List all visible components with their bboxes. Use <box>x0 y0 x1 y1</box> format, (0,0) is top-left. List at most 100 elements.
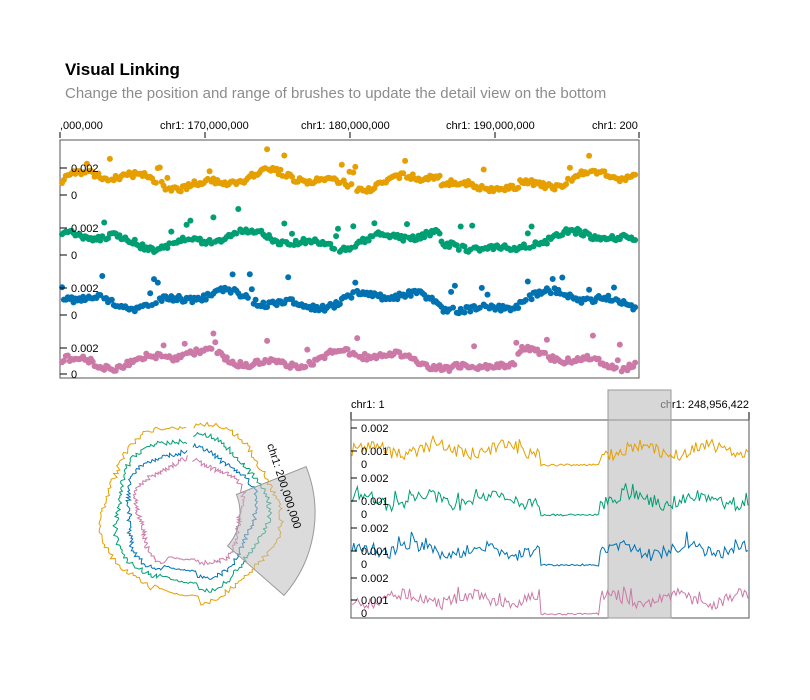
data-point <box>480 166 487 173</box>
data-point <box>348 181 355 188</box>
page-subtitle: Change the position and range of brushes… <box>65 85 607 102</box>
data-point <box>152 300 159 307</box>
data-point <box>400 170 407 177</box>
data-point <box>451 282 458 289</box>
data-point <box>208 345 215 352</box>
linear-y-labels: 0.002 0.001 0 0.002 0.001 0 0.002 0.001 … <box>351 423 389 620</box>
data-point <box>235 206 242 212</box>
data-point <box>589 332 596 339</box>
data-point <box>181 340 188 347</box>
data-point <box>108 296 115 303</box>
linear-overview[interactable]: chr1: 1 chr1: 248,956,422 0.002 0.001 0 … <box>350 389 750 620</box>
data-point <box>461 243 468 250</box>
detail-x-axis: ,000,000 chr1: 170,000,000 chr1: 180,000… <box>59 120 640 138</box>
data-point <box>260 299 267 306</box>
y-tick-label: 0.001 <box>361 446 389 458</box>
data-point <box>187 217 194 224</box>
data-point <box>559 274 566 281</box>
data-point <box>586 152 593 159</box>
data-point <box>129 174 136 181</box>
data-point <box>338 161 345 168</box>
data-point <box>542 349 548 356</box>
data-point <box>233 230 240 237</box>
linear-track <box>351 483 749 517</box>
data-point <box>407 292 414 299</box>
data-point <box>168 228 175 235</box>
y-tick-label: 0 <box>361 459 367 471</box>
y-tick-label: 0 <box>71 369 77 381</box>
data-point <box>453 242 460 249</box>
data-point <box>515 184 522 191</box>
data-point <box>59 284 65 291</box>
data-point <box>515 305 522 311</box>
detail-track <box>59 330 639 375</box>
data-point <box>478 284 485 291</box>
linear-x-tick-label: chr1: 1 <box>351 399 385 411</box>
data-point <box>522 297 529 303</box>
circular-track <box>132 455 247 567</box>
data-point <box>154 279 161 286</box>
data-point <box>333 233 340 240</box>
data-point <box>160 342 167 349</box>
y-tick-label: 0 <box>361 559 367 571</box>
detail-x-tick-label: ,000,000 <box>60 120 103 132</box>
data-point <box>524 230 531 237</box>
y-tick-label: 0.002 <box>361 573 389 585</box>
y-tick-label: 0.002 <box>71 223 99 235</box>
data-point <box>304 346 311 353</box>
data-point <box>106 155 113 162</box>
linear-x-tick-label: chr1: 248,956,422 <box>660 399 749 411</box>
data-point <box>511 361 518 368</box>
linear-brush[interactable] <box>607 389 672 619</box>
detail-y-labels: 0.002 0 0.002 0 0.002 0 0.002 0 <box>60 163 99 381</box>
data-point <box>396 175 403 182</box>
data-point <box>101 219 108 226</box>
circular-overview[interactable]: chr1: 200,000,000 <box>98 421 316 606</box>
linear-frame <box>350 419 750 619</box>
y-tick-label: 0.001 <box>361 496 389 508</box>
data-point <box>277 166 284 173</box>
data-point <box>212 339 219 346</box>
data-point <box>95 170 102 177</box>
data-point <box>586 286 593 293</box>
data-point <box>614 357 621 364</box>
data-point <box>289 173 295 180</box>
data-point <box>469 222 476 229</box>
data-point <box>331 245 338 252</box>
detail-frame <box>59 139 640 379</box>
data-point <box>285 274 292 281</box>
data-point <box>206 168 213 175</box>
data-point <box>183 221 190 228</box>
data-point <box>348 294 355 301</box>
data-point <box>152 179 159 186</box>
detail-view[interactable]: ,000,000 chr1: 170,000,000 chr1: 180,000… <box>59 120 640 381</box>
data-point <box>450 304 456 311</box>
data-point <box>335 225 341 232</box>
data-point <box>97 292 104 298</box>
data-point <box>402 157 409 164</box>
data-point <box>344 346 351 353</box>
data-point <box>105 235 111 242</box>
data-point <box>455 246 462 253</box>
y-tick-label: 0 <box>71 310 77 322</box>
data-point <box>551 186 558 193</box>
circular-brush[interactable] <box>226 465 316 597</box>
data-point <box>632 304 639 311</box>
data-point <box>543 336 550 343</box>
linear-track <box>351 434 749 467</box>
data-point <box>210 330 217 337</box>
data-point <box>547 290 554 297</box>
detail-track <box>59 146 639 195</box>
data-point <box>227 289 234 296</box>
data-point <box>158 298 165 304</box>
data-point <box>436 172 443 179</box>
data-point <box>164 174 171 181</box>
data-point <box>202 296 209 303</box>
data-point <box>446 244 453 250</box>
data-point <box>350 169 357 176</box>
data-point <box>281 152 288 159</box>
data-point <box>524 278 531 285</box>
data-point <box>632 237 639 243</box>
detail-track <box>59 206 639 255</box>
y-tick-label: 0.001 <box>361 595 389 607</box>
